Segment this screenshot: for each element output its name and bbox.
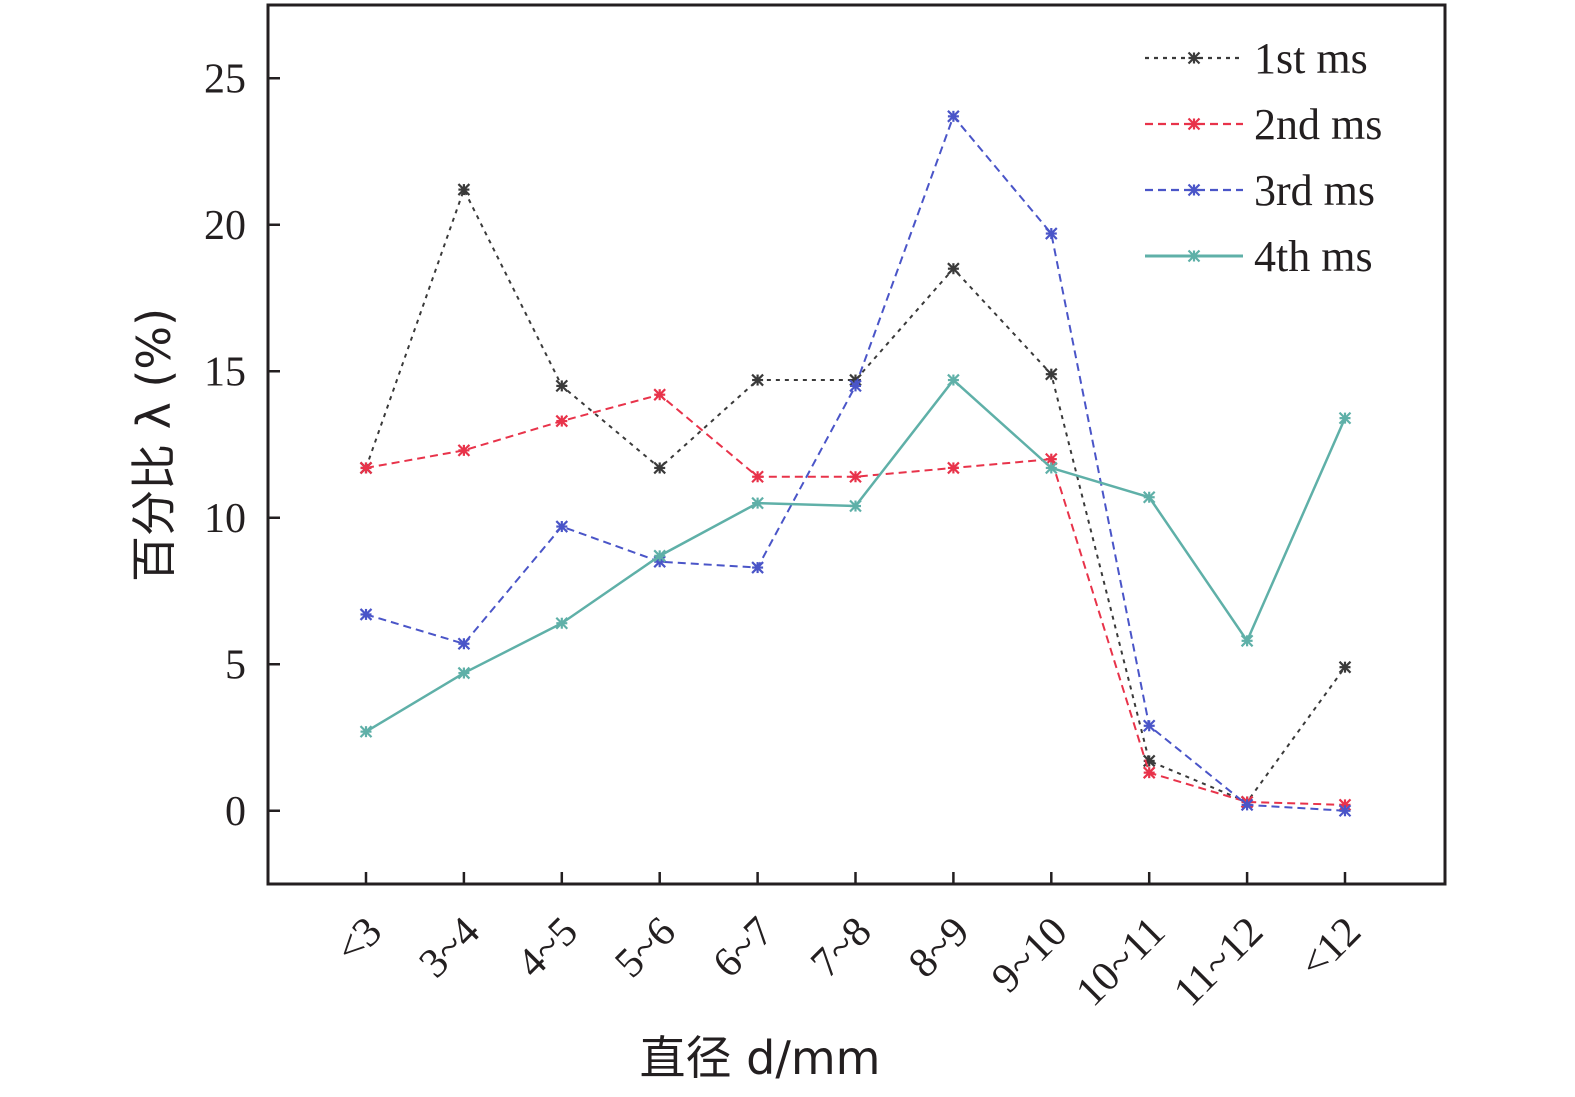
data-point-3rd-ms bbox=[457, 637, 471, 651]
data-point-2nd-ms bbox=[555, 414, 569, 428]
legend-item-2nd-ms: 2nd ms bbox=[1145, 100, 1382, 149]
legend-label: 1st ms bbox=[1254, 34, 1368, 83]
data-point-4th-ms bbox=[1045, 461, 1058, 475]
x-tick-label: <3 bbox=[327, 909, 391, 973]
data-point-1st-ms bbox=[555, 379, 569, 393]
data-point-3rd-ms bbox=[1240, 798, 1254, 812]
x-tick-label: 5~6 bbox=[606, 909, 684, 987]
legend: 1st ms 2nd ms 3rd ms 4th ms bbox=[1145, 34, 1382, 281]
legend-marker bbox=[1187, 51, 1201, 65]
data-point-4th-ms bbox=[457, 666, 471, 680]
data-point-3rd-ms bbox=[849, 379, 862, 393]
series-line-3rd-ms bbox=[365, 114, 1346, 812]
data-point-3rd-ms bbox=[1045, 227, 1058, 240]
data-point-2nd-ms bbox=[359, 461, 373, 475]
legend-label: 3rd ms bbox=[1254, 166, 1375, 215]
legend-item-4th-ms: 4th ms bbox=[1145, 232, 1373, 281]
legend-item-3rd-ms: 3rd ms bbox=[1145, 166, 1375, 215]
data-point-4th-ms bbox=[751, 496, 764, 510]
series-line-4th-ms bbox=[365, 378, 1347, 733]
y-tick-label: 5 bbox=[225, 642, 246, 688]
data-point-4th-ms bbox=[1142, 490, 1156, 504]
x-tick-label: 3~4 bbox=[411, 909, 489, 987]
data-point-3rd-ms bbox=[1142, 719, 1156, 733]
series-3rd-ms bbox=[359, 110, 1352, 818]
data-point-2nd-ms bbox=[653, 388, 666, 401]
data-point-4th-ms bbox=[1240, 634, 1254, 648]
x-tick-label: <12 bbox=[1291, 909, 1370, 988]
y-tick-label: 20 bbox=[204, 203, 246, 249]
legend-marker bbox=[1187, 117, 1201, 131]
x-axis-title: 直径 d/mm bbox=[640, 1031, 881, 1085]
x-tick-label: 11~12 bbox=[1165, 909, 1272, 1016]
data-point-1st-ms bbox=[1338, 660, 1352, 674]
x-tick-label: 4~5 bbox=[509, 909, 587, 987]
data-point-4th-ms bbox=[1338, 411, 1352, 425]
series-2nd-ms bbox=[359, 388, 1352, 812]
data-point-3rd-ms bbox=[555, 520, 569, 533]
legend-marker bbox=[1187, 249, 1201, 263]
y-axis-title: 百分比 λ (%) bbox=[127, 308, 181, 582]
y-tick-label: 15 bbox=[204, 349, 246, 395]
data-point-1st-ms bbox=[457, 183, 471, 196]
data-point-1st-ms bbox=[947, 262, 960, 275]
y-axis: 0 5 10 15 20 25 bbox=[204, 56, 280, 835]
data-point-1st-ms bbox=[653, 461, 666, 475]
x-tick-label: 8~9 bbox=[900, 909, 978, 987]
y-tick-label: 10 bbox=[204, 496, 246, 542]
series-line-1st-ms bbox=[365, 187, 1346, 804]
data-point-4th-ms bbox=[653, 549, 666, 563]
legend-label: 2nd ms bbox=[1254, 100, 1382, 149]
data-point-2nd-ms bbox=[1142, 766, 1156, 779]
data-point-3rd-ms bbox=[751, 561, 764, 574]
data-point-4th-ms bbox=[555, 616, 569, 630]
x-tick-label: 10~11 bbox=[1067, 909, 1174, 1016]
x-tick-label: 9~10 bbox=[983, 909, 1076, 1002]
legend-marker bbox=[1187, 183, 1201, 197]
legend-label: 4th ms bbox=[1254, 232, 1373, 281]
series-layer bbox=[359, 110, 1352, 818]
series-line-2nd-ms bbox=[365, 393, 1346, 806]
data-point-3rd-ms bbox=[1338, 804, 1352, 818]
data-point-2nd-ms bbox=[947, 461, 960, 475]
data-point-3rd-ms bbox=[359, 608, 373, 621]
x-tick-label: 7~8 bbox=[802, 909, 880, 987]
data-point-2nd-ms bbox=[849, 470, 862, 484]
legend-item-1st-ms: 1st ms bbox=[1145, 34, 1368, 83]
data-point-1st-ms bbox=[751, 373, 764, 387]
series-4th-ms bbox=[359, 373, 1352, 738]
data-point-2nd-ms bbox=[457, 444, 471, 457]
y-tick-label: 25 bbox=[204, 56, 246, 102]
data-point-4th-ms bbox=[359, 725, 373, 738]
y-tick-label: 0 bbox=[225, 789, 246, 835]
data-point-3rd-ms bbox=[947, 110, 960, 123]
series-1st-ms bbox=[359, 183, 1352, 809]
x-tick-label: 6~7 bbox=[704, 909, 782, 987]
data-point-2nd-ms bbox=[751, 470, 764, 484]
data-point-4th-ms bbox=[849, 499, 862, 513]
data-point-4th-ms bbox=[947, 373, 960, 387]
data-point-1st-ms bbox=[1045, 367, 1058, 381]
